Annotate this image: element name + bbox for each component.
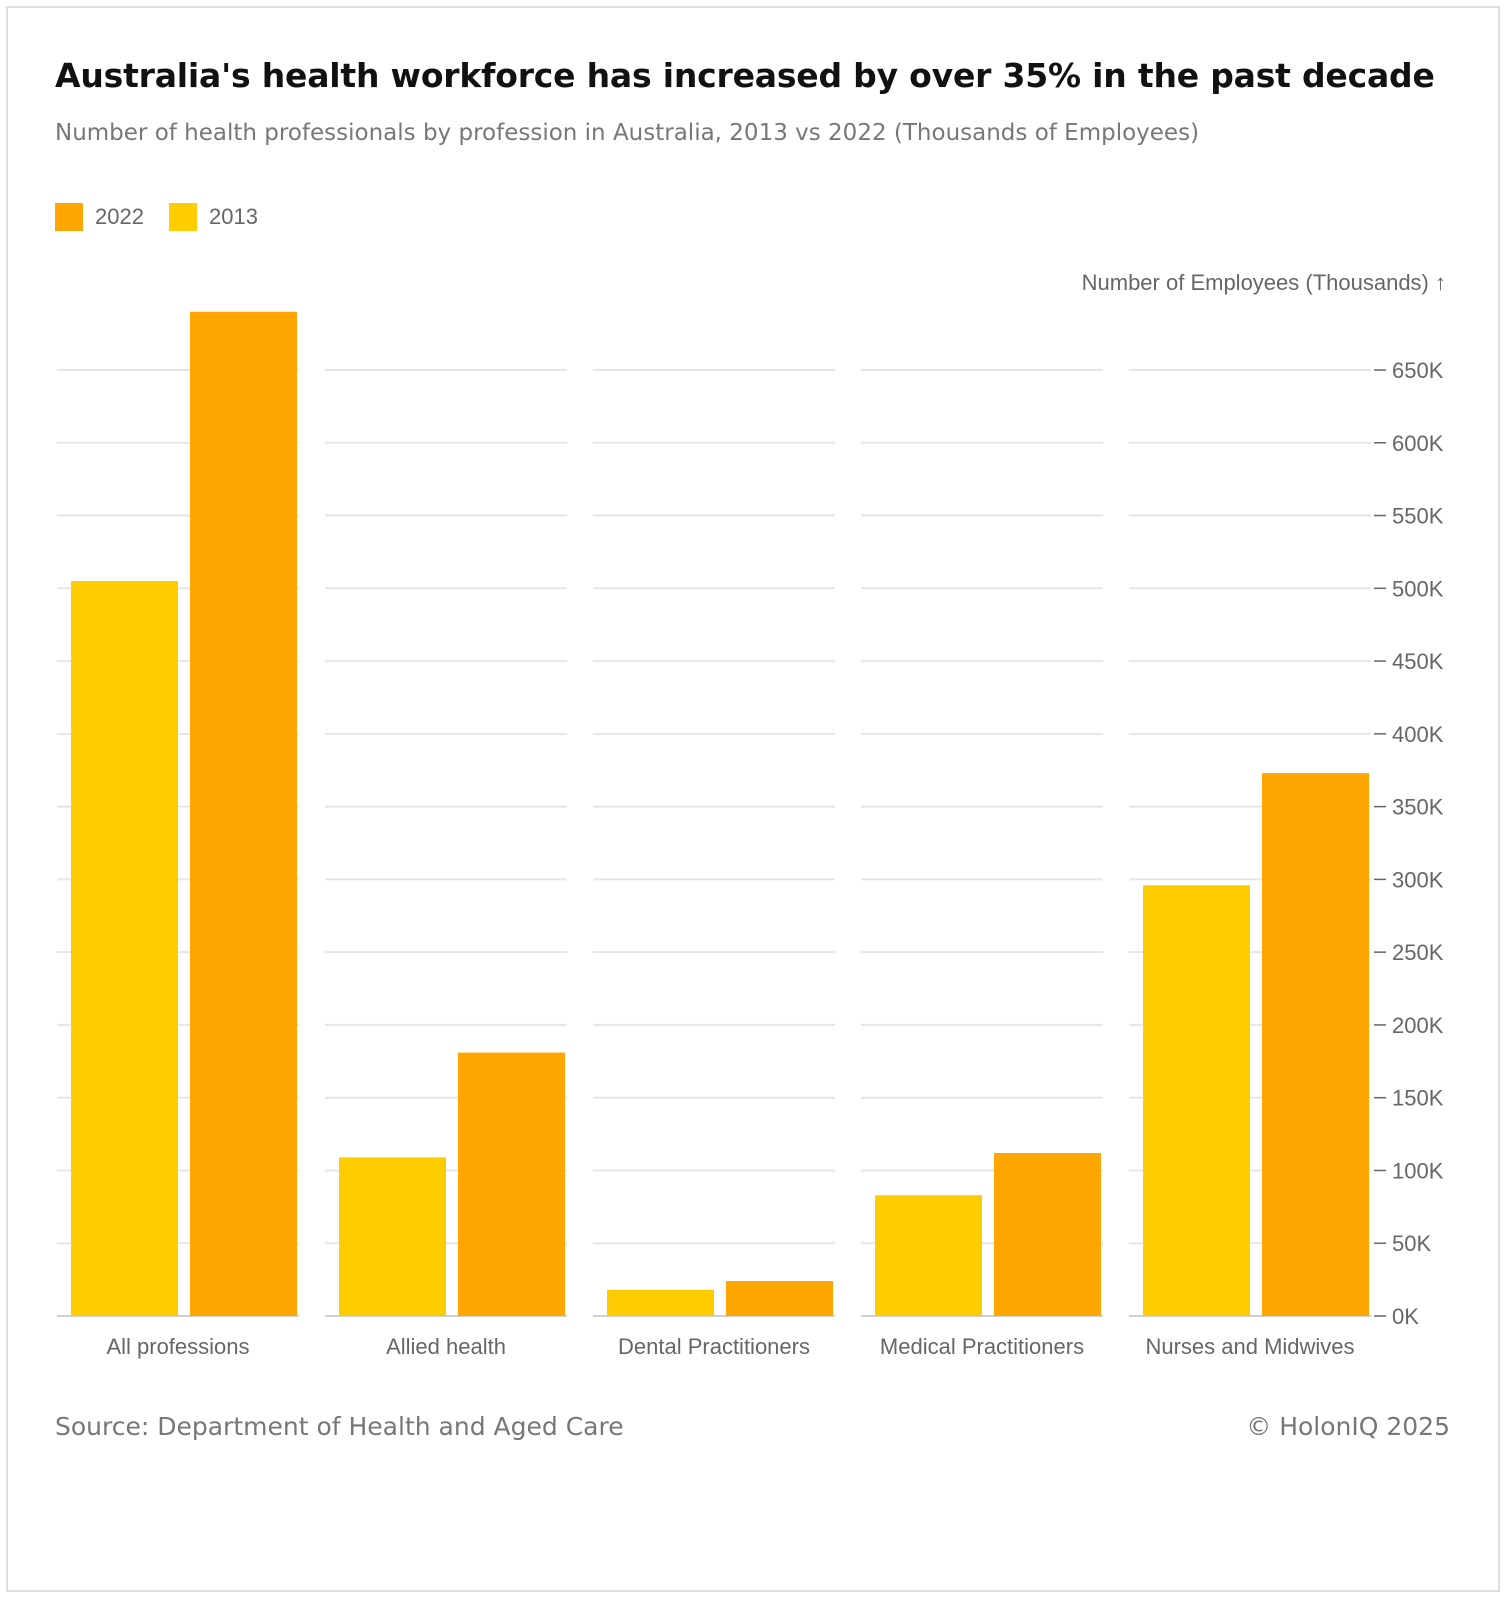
bar-2022[interactable]	[458, 1052, 565, 1316]
chart-title: Australia's health workforce has increas…	[55, 56, 1435, 95]
source-note: Source: Department of Health and Aged Ca…	[55, 1412, 624, 1441]
y-tick-label: 550K	[1392, 504, 1444, 529]
y-tick-label: 250K	[1392, 940, 1444, 965]
x-category-label: Dental Practitioners	[618, 1334, 810, 1359]
bar-2013[interactable]	[71, 581, 178, 1316]
y-tick-label: 650K	[1392, 358, 1444, 383]
y-axis-ticks: 0K 50K 100K 150K 200K 250K 300K 350K 400K 450K 500…	[1374, 358, 1444, 1329]
legend-item-2013[interactable]: 2013	[169, 202, 279, 232]
bar-2022[interactable]	[994, 1152, 1101, 1316]
y-axis-title: Number of Employees (Thousands) ↑	[1082, 270, 1446, 295]
bar-2013[interactable]	[1143, 885, 1250, 1316]
legend-item-2022[interactable]: 2022	[55, 202, 165, 232]
bar-2022[interactable]	[726, 1281, 833, 1316]
chart-subtitle: Number of health professionals by profes…	[55, 120, 1200, 146]
bars	[71, 311, 1369, 1316]
y-tick-label: 350K	[1392, 795, 1444, 820]
legend-label-2013: 2013	[209, 204, 258, 229]
bar-2013[interactable]	[339, 1157, 446, 1316]
legend-label-2022: 2022	[95, 204, 144, 229]
copyright-note: © HolonIQ 2025	[1246, 1412, 1450, 1441]
bar-2022[interactable]	[190, 311, 297, 1316]
y-tick-label: 450K	[1392, 649, 1444, 674]
bar-2013[interactable]	[607, 1289, 714, 1316]
y-tick-label: 600K	[1392, 431, 1444, 456]
x-category-label: Medical Practitioners	[880, 1334, 1084, 1359]
y-tick-label: 300K	[1392, 867, 1444, 892]
bar-2013[interactable]	[875, 1195, 982, 1316]
bar-2022[interactable]	[1262, 773, 1369, 1316]
x-category-label: Nurses and Midwives	[1145, 1334, 1354, 1359]
y-tick-label: 200K	[1392, 1013, 1444, 1038]
y-tick-label: 500K	[1392, 576, 1444, 601]
x-category-label: Allied health	[386, 1334, 506, 1359]
legend-swatch-2013	[169, 203, 197, 231]
y-tick-label: 100K	[1392, 1158, 1444, 1183]
y-tick-label: 0K	[1392, 1304, 1419, 1329]
y-tick-label: 400K	[1392, 722, 1444, 747]
y-tick-label: 50K	[1392, 1231, 1431, 1256]
legend-swatch-2022	[55, 203, 83, 231]
x-axis-labels: All professions Allied health Dental Pract…	[106, 1334, 1354, 1359]
y-tick-label: 150K	[1392, 1086, 1444, 1111]
x-category-label: All professions	[106, 1334, 249, 1359]
